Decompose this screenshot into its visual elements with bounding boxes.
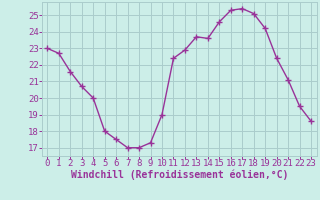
X-axis label: Windchill (Refroidissement éolien,°C): Windchill (Refroidissement éolien,°C)	[70, 169, 288, 180]
